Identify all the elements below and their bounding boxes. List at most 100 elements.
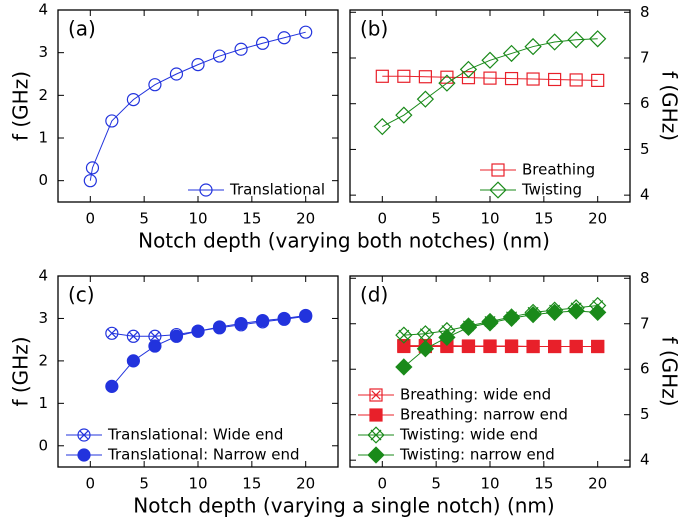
marker: [83, 174, 97, 188]
marker: [234, 316, 248, 331]
panel-label: (a): [68, 17, 96, 41]
marker-shape: [395, 358, 413, 376]
marker-shape: [524, 306, 542, 324]
marker: [199, 183, 213, 197]
x-tick-label: 20: [296, 475, 315, 493]
marker-shape: [367, 426, 385, 444]
marker: [105, 379, 119, 393]
marker: [105, 114, 119, 128]
marker: [461, 339, 476, 354]
marker: [589, 303, 607, 322]
marker: [418, 70, 432, 84]
marker: [569, 73, 583, 87]
marker-shape: [373, 117, 391, 136]
marker-shape: [212, 49, 227, 63]
legend-label: Twisting: narrow end: [399, 446, 555, 464]
marker: [77, 428, 91, 442]
marker-shape: [526, 72, 540, 86]
marker-cross: [79, 430, 89, 440]
marker-shape: [367, 446, 385, 464]
marker: [438, 328, 456, 347]
y2-tick-label: 7: [640, 49, 650, 67]
marker: [148, 78, 162, 92]
x-tick-label: 5: [139, 475, 149, 493]
marker-shape: [567, 31, 585, 49]
marker: [299, 308, 313, 323]
marker: [459, 318, 478, 337]
x-tick-label: 15: [242, 210, 261, 228]
legend-label: Breathing: narrow end: [400, 406, 568, 424]
marker: [277, 311, 291, 326]
marker-shape: [126, 354, 140, 368]
marker: [524, 306, 542, 324]
y2-tick-label: 7: [640, 314, 650, 332]
marker-cross: [398, 329, 410, 341]
y-tick-label: 1: [38, 129, 48, 147]
marker: [395, 106, 413, 124]
legend-label: Translational: Narrow end: [107, 446, 300, 464]
marker: [504, 339, 519, 354]
marker-cross: [370, 429, 382, 441]
marker-shape: [481, 314, 499, 332]
marker: [548, 72, 562, 87]
x-tick-label: 15: [534, 210, 553, 228]
marker-shape: [416, 90, 435, 108]
marker-shape: [369, 408, 383, 422]
marker: [85, 161, 100, 175]
marker-shape: [105, 114, 119, 128]
marker-shape: [234, 316, 248, 331]
plot-frame: [57, 9, 339, 203]
marker: [169, 67, 184, 81]
x-tick-label: 15: [242, 475, 261, 493]
marker: [589, 30, 607, 48]
series-line: [89, 31, 306, 181]
x-tick-label: 0: [378, 475, 388, 493]
marker: [483, 71, 497, 85]
marker-shape: [491, 163, 505, 177]
legend-label: Breathing: [522, 161, 595, 179]
marker-shape: [504, 71, 519, 86]
marker-shape: [489, 181, 507, 199]
marker: [591, 73, 605, 88]
marker-shape: [397, 69, 411, 83]
panel-label: (d): [360, 283, 388, 307]
x-tick-label: 0: [86, 475, 96, 493]
marker: [395, 326, 413, 344]
marker-shape: [148, 339, 162, 353]
y-tick-label: 0: [38, 171, 48, 189]
marker-shape: [375, 69, 389, 83]
marker: [489, 181, 507, 199]
marker-shape: [277, 31, 291, 45]
series-line: [382, 75, 598, 81]
x-tick-label: 15: [534, 475, 553, 493]
y-tick-label: 2: [38, 351, 48, 369]
x-tick-label: 10: [188, 210, 207, 228]
y2-tick-label: 6: [640, 94, 650, 112]
marker-shape: [77, 448, 91, 462]
marker: [481, 314, 499, 332]
x-tick-label: 20: [588, 210, 607, 228]
y-axis-label: f (GHz): [9, 71, 33, 141]
x-tick-label: 0: [378, 210, 388, 228]
y-tick-label: 4: [38, 267, 48, 285]
marker: [397, 69, 411, 83]
x-tick-label: 10: [480, 475, 499, 493]
marker: [212, 49, 227, 63]
marker: [459, 60, 478, 79]
marker-shape: [191, 58, 205, 72]
marker: [591, 339, 605, 354]
marker-shape: [105, 326, 119, 340]
marker-shape: [126, 329, 140, 343]
marker: [277, 31, 291, 45]
marker-shape: [418, 70, 432, 84]
x-tick-label: 5: [431, 475, 441, 493]
marker-shape: [548, 339, 562, 354]
marker: [126, 354, 140, 368]
y-tick-label: 3: [38, 309, 48, 327]
marker: [502, 44, 521, 63]
marker-shape: [395, 326, 413, 344]
marker: [524, 37, 542, 56]
marker-shape: [459, 318, 478, 337]
marker: [369, 388, 383, 402]
marker: [126, 329, 140, 343]
